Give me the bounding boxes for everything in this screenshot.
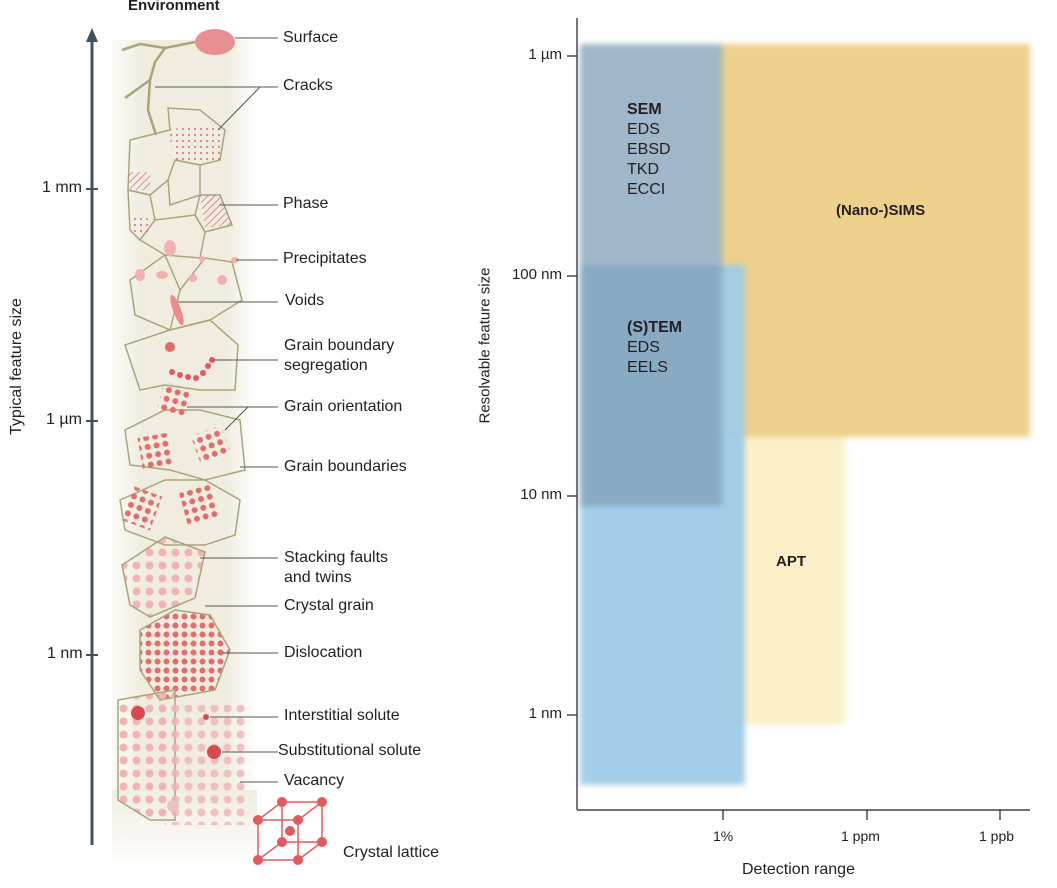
label-stacking-faults: Stacking faults [284, 549, 389, 566]
arrow-head-icon [86, 28, 98, 42]
tick-1um: 1 µm [46, 411, 82, 428]
substitutional-atom [207, 745, 221, 759]
detection-range-label: Detection range [742, 861, 855, 878]
label-phase: Phase [283, 195, 329, 212]
crack [121, 40, 196, 136]
label-vacancy: Vacancy [284, 772, 345, 789]
environment-label: Environment [128, 0, 220, 14]
sem-method: ECCI [627, 181, 666, 198]
leader-lines [155, 37, 278, 783]
label-interstitial-solute: Interstitial solute [284, 707, 400, 724]
sem-label-group: SEM EDS EBSD TKD ECCI [627, 100, 671, 200]
label-segregation: segregation [284, 357, 368, 374]
label-surface: Surface [283, 29, 339, 46]
stem-title: (S)TEM [627, 319, 683, 336]
typical-feature-size-label: Typical feature size [8, 298, 25, 435]
surface-feature [195, 29, 235, 55]
void [170, 294, 184, 326]
precipitates [135, 240, 239, 285]
label-crystal-grain: Crystal grain [284, 597, 374, 614]
sims-region [722, 44, 1030, 437]
segregation-atoms [169, 357, 215, 381]
label-substitutional-solute: Substitutional solute [278, 742, 422, 759]
sem-method: EDS [627, 121, 660, 138]
label-grain-orientation: Grain orientation [284, 398, 403, 415]
sims-title: (Nano-)SIMS [836, 202, 926, 219]
label-and-twins: and twins [284, 569, 352, 586]
interstitial-atom [203, 714, 209, 720]
tick-1nm: 1 nm [47, 645, 83, 662]
sem-title: SEM [627, 101, 662, 118]
resolvable-feature-size-label: Resolvable feature size [476, 267, 494, 424]
dislocation-grain [139, 609, 231, 701]
sem-method: TKD [627, 161, 659, 178]
y-tick-1um: 1 µm [528, 46, 562, 63]
tick-1mm: 1 mm [42, 179, 82, 196]
sem-region [580, 44, 722, 506]
oriented-grain [156, 382, 191, 419]
label-cracks: Cracks [283, 77, 333, 94]
label-grain-boundaries: Grain boundaries [284, 458, 407, 475]
x-tick-1ppm: 1 ppm [841, 828, 880, 844]
chart-axes [567, 18, 1030, 820]
label-voids: Voids [285, 292, 325, 309]
label-dislocation: Dislocation [284, 644, 363, 661]
label-precipitates: Precipitates [283, 250, 367, 267]
y-tick-100nm: 100 nm [511, 266, 562, 283]
stacking-fault-grain [121, 536, 206, 618]
apt-title: APT [776, 553, 806, 570]
sem-method: EBSD [627, 141, 671, 158]
y-tick-1nm: 1 nm [528, 705, 562, 722]
x-tick-1ppb: 1 ppb [979, 828, 1015, 844]
stem-label-group: (S)TEM EDS EELS [627, 318, 682, 378]
x-tick-1pct: 1% [713, 828, 734, 844]
stem-method: EELS [627, 359, 668, 376]
label-grain-boundary: Grain boundary [284, 337, 395, 354]
technique-regions [580, 44, 1030, 785]
y-tick-10nm: 10 nm [520, 486, 562, 503]
stem-method: EDS [627, 339, 660, 356]
label-crystal-lattice: Crystal lattice [343, 844, 440, 861]
